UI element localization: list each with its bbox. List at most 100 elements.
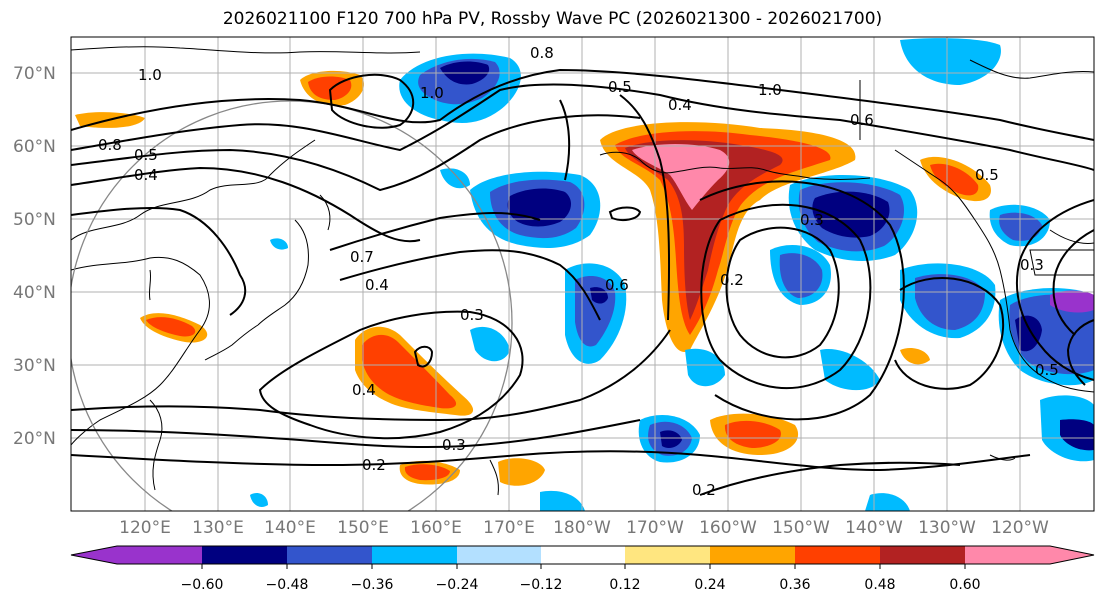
lon-label: 160°W: [699, 518, 757, 538]
contour-label: 1.0: [758, 81, 782, 99]
colorbar-tick-label: 0.60: [949, 577, 980, 593]
positive-anomaly-tropics-3: [498, 458, 545, 486]
colorbar-tick-label: −0.12: [520, 577, 563, 593]
contour-label: 0.4: [668, 96, 692, 114]
positive-anomaly-east-small: [900, 348, 930, 365]
contour-label: 0.6: [605, 276, 629, 294]
colorbar-seg-6: [541, 546, 625, 564]
coastlines: [71, 46, 1094, 496]
negative-anomaly-small-3: [820, 349, 880, 391]
negative-anomaly-small-5: [540, 490, 585, 511]
highlight-circle: [71, 100, 513, 511]
lon-label: 180°W: [553, 518, 611, 538]
negative-anomaly-east-band-inner: [915, 274, 985, 330]
colorbar-tick-label: −0.60: [181, 577, 224, 593]
colorbar-seg-0: [71, 546, 117, 564]
colorbar-tick-label: −0.24: [436, 577, 479, 593]
contour-label: 1.0: [138, 66, 162, 84]
contour-label: 1.0: [420, 84, 444, 102]
positive-anomaly-alaska-inner: [615, 131, 831, 335]
map-title: 2026021100 F120 700 hPa PV, Rossby Wave …: [222, 9, 883, 29]
contour-label: 0.7: [350, 248, 374, 266]
contour-label: 0.3: [460, 306, 484, 324]
contour-label: 0.4: [365, 276, 389, 294]
lon-label: 130°E: [192, 518, 244, 538]
lon-label: 170°W: [626, 518, 684, 538]
negative-anomaly-far-east-peak: [1050, 290, 1094, 313]
colorbar-seg-4: [372, 546, 457, 564]
colorbar-seg-3: [287, 546, 372, 564]
colorbar-tick-label: 0.36: [779, 577, 810, 593]
colorbar-seg-8: [710, 546, 795, 564]
negative-anomaly-small-7: [270, 238, 288, 250]
lon-label: 140°E: [264, 518, 316, 538]
positive-anomaly-tropics-2-core: [724, 420, 781, 448]
colorbar-seg-5: [457, 546, 541, 564]
colorbar: −0.60 −0.48 −0.36 −0.24 −0.12 0.12 0.24 …: [70, 545, 1095, 593]
colorbar-seg-10: [880, 546, 965, 564]
negative-anomaly-small-6: [250, 493, 268, 507]
negative-anomaly-gulf-east-inner: [999, 212, 1042, 241]
contour-label: 0.2: [720, 271, 744, 289]
contour-label: 0.6: [850, 111, 874, 129]
contour-label: 0.5: [975, 166, 999, 184]
colorbar-tick-label: −0.48: [266, 577, 309, 593]
colorbar-tick-label: 0.12: [609, 577, 640, 593]
lat-label: 50°N: [13, 210, 56, 230]
lon-label: 140°W: [845, 518, 903, 538]
negative-anomaly-central-south-core: [590, 287, 608, 304]
lon-label: 160°E: [410, 518, 462, 538]
lon-label: 120°E: [119, 518, 171, 538]
colorbar-ticks: [201, 564, 966, 569]
positive-anomaly-gulf-core: [930, 163, 979, 196]
colorbar-seg-1: [117, 546, 202, 564]
contour-label: 0.8: [98, 136, 122, 154]
contour-label: 0.3: [442, 436, 466, 454]
pv-contours: [71, 68, 1094, 496]
lon-label: 170°E: [483, 518, 535, 538]
lon-label: 150°W: [772, 518, 830, 538]
contour-label: 0.2: [362, 456, 386, 474]
lat-label: 60°N: [13, 137, 56, 157]
lon-label: 150°E: [337, 518, 389, 538]
negative-anomaly-small-2: [685, 348, 725, 387]
lat-label: 30°N: [13, 356, 56, 376]
negative-anomaly-small-4: [865, 493, 910, 511]
negative-anomaly-far-east-inner: [1009, 294, 1094, 375]
contour-label: 0.5: [1035, 361, 1059, 379]
contour-label: 0.8: [530, 44, 554, 62]
colorbar-seg-11: [965, 546, 1050, 564]
contour-label: 0.3: [1020, 256, 1044, 274]
map-frame: [70, 36, 1095, 512]
lat-label: 70°N: [13, 64, 56, 84]
negative-anomaly-small-1: [470, 326, 510, 362]
lon-label: 120°W: [991, 518, 1049, 538]
longitude-labels: 120°E 130°E 140°E 150°E 160°E 170°E 180°…: [119, 518, 1049, 538]
contour-label: 0.4: [352, 381, 376, 399]
contour-label: 0.4: [134, 166, 158, 184]
negative-anomaly-far-east-core: [1015, 315, 1042, 352]
contour-label: 0.3: [800, 211, 824, 229]
negative-anomaly-south-pacific-core: [660, 430, 682, 448]
colorbar-tick-label: 0.24: [694, 577, 725, 593]
lat-label: 20°N: [13, 429, 56, 449]
colorbar-tick-label: 0.48: [864, 577, 895, 593]
contour-label: 0.5: [134, 146, 158, 164]
negative-anomaly-ne-pacific-core: [812, 191, 890, 238]
positive-anomaly-west-core: [146, 317, 196, 337]
colorbar-seg-2: [202, 546, 287, 564]
lon-label: 130°W: [918, 518, 976, 538]
colorbar-seg-12: [1050, 546, 1094, 564]
positive-anomaly-alaska-peak: [632, 144, 730, 210]
colorbar-seg-9: [795, 546, 880, 564]
contour-label: 0.5: [608, 78, 632, 96]
colorbar-outline: [70, 545, 1095, 565]
colorbar-seg-7: [625, 546, 710, 564]
positive-anomaly-tropics-1-core: [404, 464, 450, 481]
positive-anomaly-central-pacific-inner: [362, 334, 457, 409]
colorbar-tick-label: −0.36: [351, 577, 394, 593]
lat-label: 40°N: [13, 283, 56, 303]
negative-anomaly-se-corner-inner: [1060, 419, 1094, 451]
negative-anomaly-nw-pacific-core: [507, 188, 572, 227]
